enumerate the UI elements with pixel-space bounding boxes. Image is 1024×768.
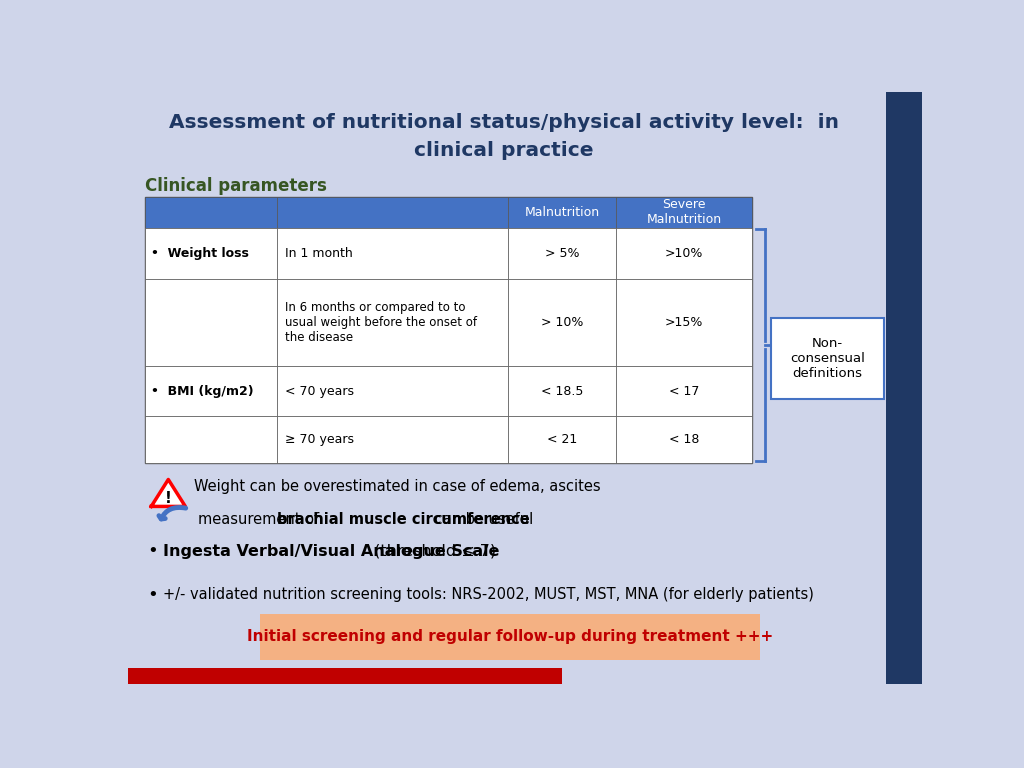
FancyBboxPatch shape [260,614,760,660]
FancyBboxPatch shape [616,197,752,227]
FancyBboxPatch shape [276,197,508,227]
Text: •: • [147,542,158,560]
Text: brachial muscle circumference: brachial muscle circumference [276,512,529,527]
FancyBboxPatch shape [508,280,616,366]
Text: Ingesta Verbal/Visual Analogue Scale: Ingesta Verbal/Visual Analogue Scale [163,544,500,558]
Text: < 18: < 18 [669,433,699,446]
FancyBboxPatch shape [145,227,276,280]
Text: (threshold ≤ 7): (threshold ≤ 7) [370,544,497,558]
Text: Non-
consensual
definitions: Non- consensual definitions [790,336,865,379]
FancyBboxPatch shape [276,366,508,416]
Text: Assessment of nutritional status/physical activity level:  in: Assessment of nutritional status/physica… [169,114,839,132]
Text: Clinical parameters: Clinical parameters [145,177,327,195]
Text: < 21: < 21 [547,433,578,446]
Polygon shape [152,479,185,506]
FancyBboxPatch shape [145,366,276,416]
FancyBboxPatch shape [276,280,508,366]
FancyBboxPatch shape [616,416,752,462]
Text: In 6 months or compared to to
usual weight before the onset of
the disease: In 6 months or compared to to usual weig… [285,301,476,344]
Text: Initial screening and regular follow-up during treatment +++: Initial screening and regular follow-up … [247,630,773,644]
Text: > 10%: > 10% [541,316,584,329]
Text: +/- validated nutrition screening tools: NRS-2002, MUST, MST, MNA (for elderly p: +/- validated nutrition screening tools:… [163,588,814,602]
FancyBboxPatch shape [128,668,562,684]
Text: Severe
Malnutrition: Severe Malnutrition [646,198,722,227]
FancyBboxPatch shape [508,197,616,227]
FancyBboxPatch shape [276,227,508,280]
FancyBboxPatch shape [616,227,752,280]
Text: •  BMI (kg/m2): • BMI (kg/m2) [152,385,254,398]
FancyBboxPatch shape [886,92,922,684]
Text: Malnutrition: Malnutrition [524,206,600,219]
Text: > 5%: > 5% [545,247,580,260]
Text: Weight can be overestimated in case of edema, ascites: Weight can be overestimated in case of e… [194,479,600,494]
Text: ≥ 70 years: ≥ 70 years [285,433,353,446]
Text: < 17: < 17 [669,385,699,398]
FancyBboxPatch shape [616,366,752,416]
FancyBboxPatch shape [508,227,616,280]
Text: >15%: >15% [665,316,703,329]
FancyBboxPatch shape [145,280,276,366]
Text: !: ! [165,492,172,506]
Text: < 70 years: < 70 years [285,385,353,398]
Text: In 1 month: In 1 month [285,247,352,260]
FancyBboxPatch shape [145,197,752,462]
FancyBboxPatch shape [616,280,752,366]
FancyBboxPatch shape [771,318,884,399]
FancyBboxPatch shape [145,416,276,462]
Text: >10%: >10% [665,247,703,260]
Text: •: • [147,586,158,604]
Text: •  Weight loss: • Weight loss [152,247,249,260]
Text: measurement of: measurement of [198,512,324,527]
FancyBboxPatch shape [508,366,616,416]
FancyBboxPatch shape [508,416,616,462]
FancyBboxPatch shape [145,197,276,227]
Text: < 18.5: < 18.5 [541,385,584,398]
Text: clinical practice: clinical practice [414,141,594,161]
FancyBboxPatch shape [276,416,508,462]
Text: can be useful: can be useful [430,512,532,527]
